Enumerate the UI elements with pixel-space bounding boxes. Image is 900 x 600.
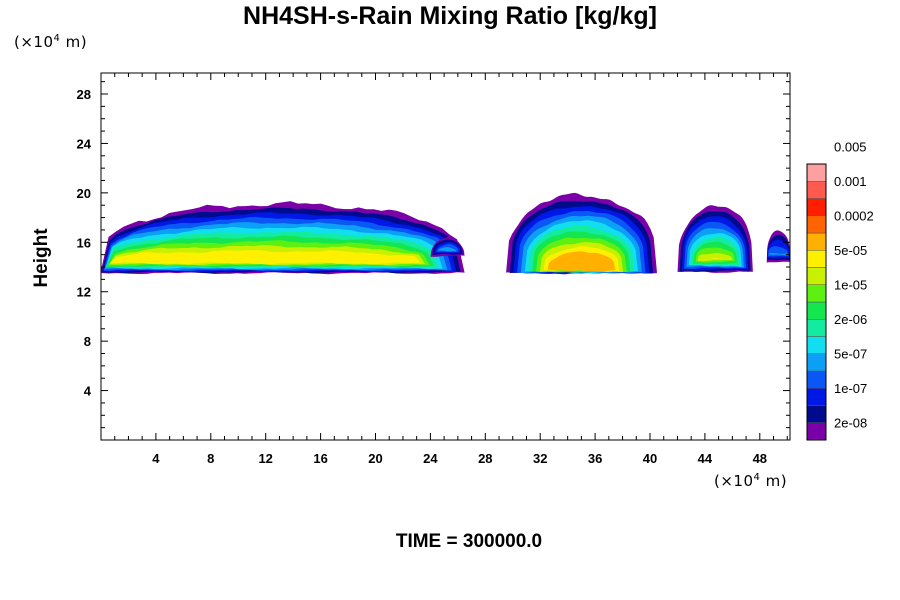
x-tick-label: 24 <box>423 451 438 466</box>
time-label: TIME = 300000.0 <box>395 531 543 552</box>
colorbar-label: 1e-07 <box>834 381 867 396</box>
cloud-band-small <box>430 236 465 259</box>
x-unit-exponent: 4 <box>753 472 761 483</box>
y-tick-label: 16 <box>77 235 91 250</box>
x-tick-label: 32 <box>533 451 547 466</box>
colorbar-cell <box>806 215 827 234</box>
colorbar-cell <box>806 267 827 285</box>
colorbar-cell <box>806 336 827 354</box>
y-tick-label: 28 <box>77 87 91 102</box>
colorbar-cell <box>806 301 827 320</box>
x-tick-label: 40 <box>643 451 657 466</box>
x-tick-label: 48 <box>753 451 767 466</box>
colorbar-cell <box>806 181 827 199</box>
contour-level <box>109 250 422 265</box>
colorbar-cell <box>806 422 827 441</box>
y-tick-label: 20 <box>77 186 91 201</box>
x-tick-label: 44 <box>698 451 713 466</box>
colorbar-cell <box>806 388 827 406</box>
colorbar-label: 5e-07 <box>834 346 867 361</box>
contour-level <box>768 253 789 256</box>
colorbar-cell <box>806 198 827 216</box>
x-tick-label: 12 <box>258 451 272 466</box>
colorbar-label: 2e-08 <box>834 415 867 430</box>
colorbar-label: 2e-06 <box>834 312 867 327</box>
y-unit-prefix: (×10 <box>14 33 54 51</box>
cloud-band-1 <box>101 201 465 275</box>
colorbar-label: 0.001 <box>834 174 867 189</box>
cloud-band-2 <box>505 192 657 275</box>
contour-field <box>101 192 790 275</box>
colorbar-cell <box>806 370 827 389</box>
y-axis-unit: (×104 m) <box>14 33 87 51</box>
colorbar-cell <box>806 405 827 423</box>
colorbar-cell <box>806 284 827 303</box>
y-tick-label: 4 <box>84 384 92 399</box>
contour-level <box>438 247 457 252</box>
plot-frame <box>100 72 791 441</box>
cloud-band-3 <box>677 205 753 273</box>
x-tick-label: 28 <box>478 451 492 466</box>
cloud-band-4 <box>766 230 790 263</box>
x-axis-unit: (×104 m) <box>714 472 787 490</box>
contour-level <box>700 258 731 261</box>
colorbar-cell <box>806 250 827 268</box>
chart-title: NH4SH-s-Rain Mixing Ratio [kg/kg] <box>243 2 657 30</box>
x-tick-label: 36 <box>588 451 602 466</box>
y-unit-suffix: m) <box>60 33 88 51</box>
colorbar-label: 0.0002 <box>834 208 874 223</box>
colorbar-cell <box>806 353 827 372</box>
colorbar-label: 1e-05 <box>834 277 867 292</box>
contour-level <box>547 251 616 272</box>
colorbar-cell <box>806 232 827 251</box>
y-tick-label: 12 <box>77 285 91 300</box>
colorbar-frame <box>806 163 827 441</box>
y-unit-exponent: 4 <box>53 33 61 44</box>
x-tick-label: 16 <box>313 451 327 466</box>
colorbar-label: 0.005 <box>834 139 867 154</box>
y-tick-label: 8 <box>84 334 91 349</box>
x-tick-label: 8 <box>207 451 214 466</box>
x-unit-prefix: (×10 <box>714 472 754 490</box>
x-tick-label: 4 <box>152 451 160 466</box>
colorbar-cell <box>806 319 827 337</box>
x-tick-label: 20 <box>368 451 382 466</box>
x-unit-suffix: m) <box>760 472 788 490</box>
colorbar-cell <box>806 163 827 182</box>
colorbar-label: 5e-05 <box>834 243 867 258</box>
y-tick-label: 24 <box>77 136 92 151</box>
colorbar: 2e-08 1e-07 5e-07 2e-06 1e-05 5e-05 0.0002 0.00… <box>806 139 874 441</box>
